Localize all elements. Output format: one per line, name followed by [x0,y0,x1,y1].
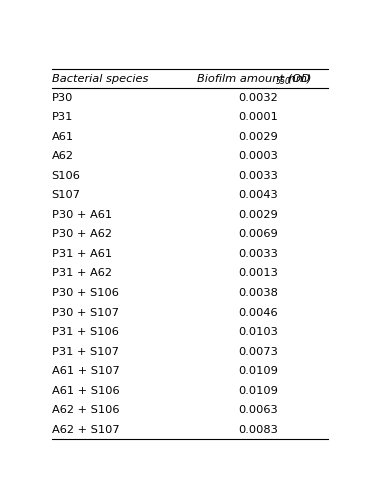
Text: 0.0069: 0.0069 [238,230,278,240]
Text: 0.0073: 0.0073 [238,347,279,357]
Text: P30 + A61: P30 + A61 [52,210,112,220]
Text: A62 + S107: A62 + S107 [52,425,119,435]
Text: 0.0033: 0.0033 [238,249,279,259]
Text: S107: S107 [52,190,81,200]
Text: 0.0109: 0.0109 [238,385,279,395]
Text: A61 + S107: A61 + S107 [52,366,120,376]
Text: 0.0033: 0.0033 [238,171,279,181]
Text: P30 + A62: P30 + A62 [52,230,112,240]
Text: 0.0029: 0.0029 [238,210,278,220]
Text: nm): nm) [285,74,311,84]
Text: P30: P30 [52,93,73,103]
Text: 0.0029: 0.0029 [238,132,278,142]
Text: S106: S106 [52,171,81,181]
Text: 0.0103: 0.0103 [238,327,279,337]
Text: P30 + S107: P30 + S107 [52,307,119,318]
Text: 0.0043: 0.0043 [238,190,278,200]
Text: A61 + S106: A61 + S106 [52,385,119,395]
Text: 0.0109: 0.0109 [238,366,279,376]
Text: P30 + S106: P30 + S106 [52,288,118,298]
Text: P31 + S106: P31 + S106 [52,327,118,337]
Text: 0.0083: 0.0083 [238,425,279,435]
Text: 0.0013: 0.0013 [238,268,279,278]
Text: P31 + S107: P31 + S107 [52,347,119,357]
Text: 0.0003: 0.0003 [238,151,279,161]
Text: A61: A61 [52,132,74,142]
Text: A62: A62 [52,151,74,161]
Text: 0.0046: 0.0046 [239,307,278,318]
Text: P31: P31 [52,113,73,123]
Text: A62 + S106: A62 + S106 [52,405,119,415]
Text: P31 + A61: P31 + A61 [52,249,112,259]
Text: 0.0038: 0.0038 [238,288,279,298]
Text: 0.0032: 0.0032 [238,93,278,103]
Text: 550: 550 [276,77,291,86]
Text: 0.0001: 0.0001 [238,113,279,123]
Text: 0.0063: 0.0063 [238,405,278,415]
Text: P31 + A62: P31 + A62 [52,268,112,278]
Text: Biofilm amount (OD: Biofilm amount (OD [197,74,310,84]
Text: Bacterial species: Bacterial species [52,74,148,84]
